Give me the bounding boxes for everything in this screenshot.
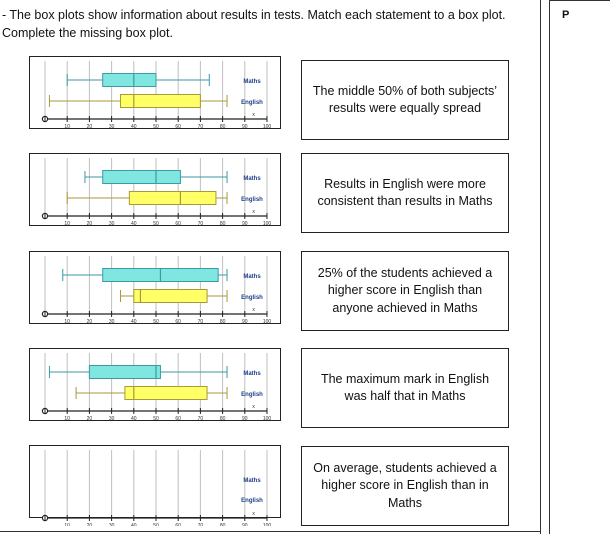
box-plot-5-missing: 10 20 30 40 50 60 70 80 90 100 x Maths English [41, 450, 272, 526]
cross-mark: x [252, 112, 255, 118]
tick-label: 50 [153, 416, 159, 422]
tick-label: 80 [220, 124, 226, 130]
tick-label: 100 [263, 319, 272, 325]
tick-label: 100 [263, 416, 272, 422]
question-number: - [2, 8, 7, 22]
statement-text-5: On average, students achieved a higher s… [313, 460, 497, 510]
tick-label: 30 [109, 319, 115, 325]
tick-label: 70 [198, 319, 204, 325]
tick-label: 10 [64, 523, 70, 526]
english-label: English [241, 392, 263, 398]
tick-label: 40 [131, 124, 137, 130]
tick-label: 80 [220, 416, 226, 422]
tick-label: 20 [87, 221, 93, 227]
maths-box [88, 365, 161, 379]
tick-label: 10 [64, 221, 70, 227]
question-body: The box plots show information about res… [2, 8, 506, 40]
tick-label: 70 [198, 221, 204, 227]
box-plot-panel-3: 10 20 30 40 50 60 70 80 90 100 x Maths English [29, 251, 281, 325]
statement-card-1[interactable]: The middle 50% of both subjects’ results… [301, 60, 509, 140]
english-box [133, 289, 208, 303]
statement-text-3: 25% of the students achieved a higher sc… [317, 265, 493, 315]
maths-label: Maths [243, 371, 261, 377]
tick-label: 60 [175, 221, 181, 227]
tick-label: 70 [198, 124, 204, 130]
cross-mark: x [252, 404, 255, 410]
tick-label: 50 [153, 319, 159, 325]
cross-mark: x [252, 307, 255, 313]
tick-label: 30 [109, 221, 115, 227]
tick-label: 90 [242, 124, 248, 130]
statement-text-4: The maximum mark in English was half tha… [320, 371, 490, 404]
tick-label: 90 [242, 319, 248, 325]
statement-text-2: Results in English were more consistent … [317, 176, 493, 209]
tick-label: 90 [242, 523, 248, 526]
box-plot-2: 10 20 30 40 50 60 70 80 90 100 x Maths English [41, 158, 272, 227]
tick-label: 100 [263, 523, 272, 526]
tick-label: 50 [153, 221, 159, 227]
maths-label: Maths [243, 176, 261, 182]
statement-text-1: The middle 50% of both subjects’ results… [312, 83, 498, 116]
tick-label: 70 [198, 523, 204, 526]
english-label: English [241, 100, 263, 106]
statement-card-4[interactable]: The maximum mark in English was half tha… [301, 348, 509, 428]
maths-box [102, 73, 157, 87]
box-plot-panel-2: 10 20 30 40 50 60 70 80 90 100 x Maths English [29, 153, 281, 227]
box-plot-panel-5: 10 20 30 40 50 60 70 80 90 100 x Maths English [29, 445, 281, 526]
box-plot-panel-4: 10 20 30 40 50 60 70 80 90 100 x Maths English [29, 348, 281, 422]
maths-label: Maths [243, 79, 261, 85]
tick-label: 20 [87, 416, 93, 422]
english-box [119, 94, 201, 108]
tick-label: 10 [64, 416, 70, 422]
tick-label: 40 [131, 319, 137, 325]
english-label: English [241, 197, 263, 203]
tick-label: 80 [220, 319, 226, 325]
tick-label: 20 [87, 523, 93, 526]
tick-label: 20 [87, 124, 93, 130]
tick-label: 30 [109, 124, 115, 130]
maths-label: Maths [243, 274, 261, 280]
statement-card-3[interactable]: 25% of the students achieved a higher sc… [301, 251, 509, 331]
tick-label: 30 [109, 523, 115, 526]
question-frame [540, 0, 541, 534]
tick-label: 90 [242, 416, 248, 422]
english-label: English [241, 295, 263, 301]
box-plot-4: 10 20 30 40 50 60 70 80 90 100 x Maths English [41, 353, 272, 422]
tick-label: 40 [131, 523, 137, 526]
box-plot-panel-1: 10 20 30 40 50 60 70 80 90 100 x Maths English [29, 56, 281, 130]
tick-label: 60 [175, 124, 181, 130]
tick-label: 80 [220, 523, 226, 526]
tick-label: 100 [263, 221, 272, 227]
tick-label: 40 [131, 416, 137, 422]
tick-label: 40 [131, 221, 137, 227]
tick-label: 90 [242, 221, 248, 227]
tick-label: 10 [64, 124, 70, 130]
tick-label: 80 [220, 221, 226, 227]
answer-column: P [549, 0, 610, 534]
tick-label: 50 [153, 124, 159, 130]
maths-box [102, 170, 181, 184]
english-box [128, 191, 217, 205]
tick-label: 60 [175, 523, 181, 526]
tick-label: 70 [198, 416, 204, 422]
cross-mark: x [252, 511, 255, 517]
tick-label: 10 [64, 319, 70, 325]
english-box [124, 386, 208, 400]
cross-mark: x [252, 209, 255, 215]
english-label: English [241, 498, 263, 504]
tick-label: 100 [263, 124, 272, 130]
answer-column-header: P [562, 9, 570, 21]
maths-label: Maths [243, 478, 261, 484]
tick-label: 60 [175, 416, 181, 422]
tick-label: 60 [175, 319, 181, 325]
page-bottom-rule [0, 531, 541, 532]
tick-label: 30 [109, 416, 115, 422]
box-plot-1: 10 20 30 40 50 60 70 80 90 100 x Maths English [41, 61, 272, 130]
question-text: - The box plots show information about r… [2, 6, 532, 42]
statement-card-5[interactable]: On average, students achieved a higher s… [301, 446, 509, 526]
tick-label: 20 [87, 319, 93, 325]
box-plot-3: 10 20 30 40 50 60 70 80 90 100 x Maths English [41, 256, 272, 325]
statement-card-2[interactable]: Results in English were more consistent … [301, 153, 509, 233]
tick-label: 50 [153, 523, 159, 526]
